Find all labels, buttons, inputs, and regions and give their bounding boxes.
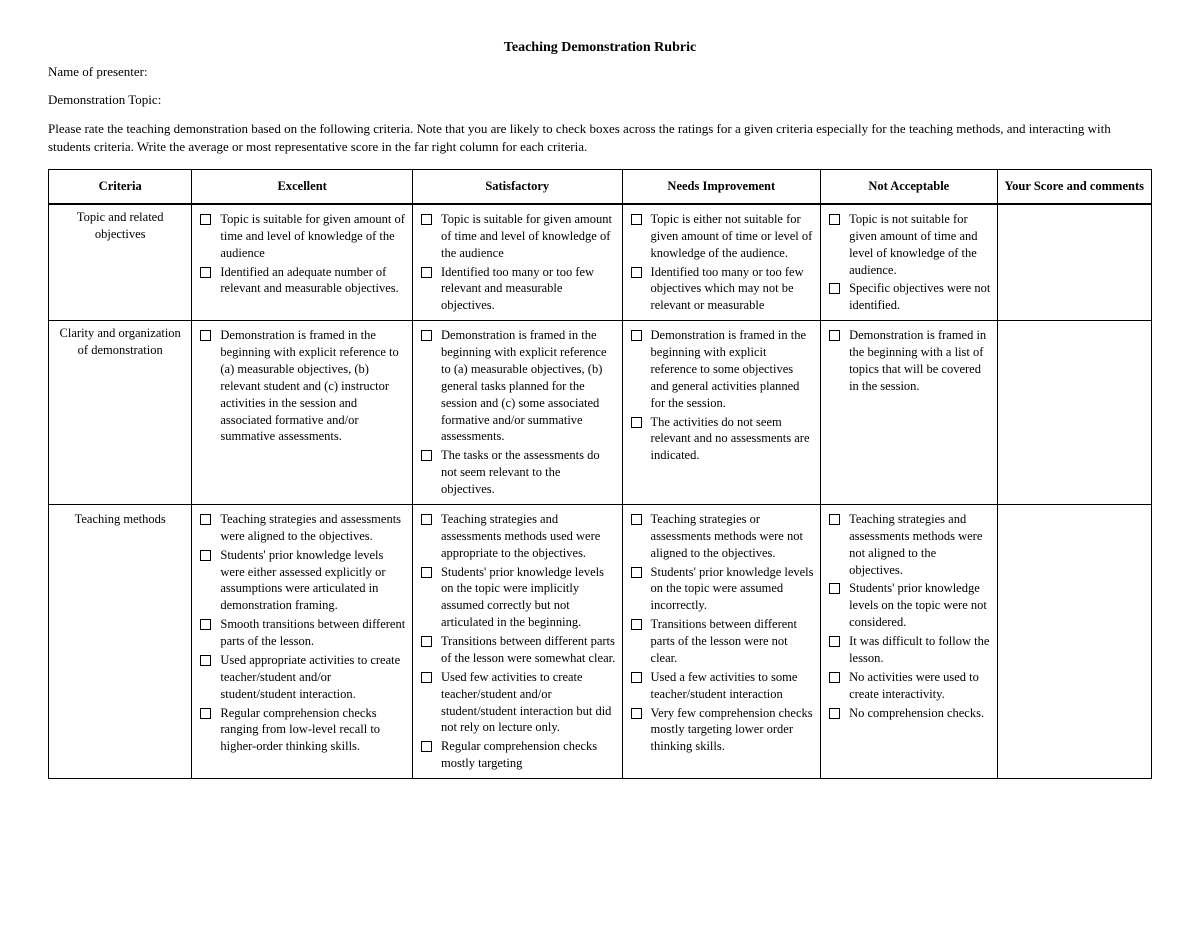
notacc-cell: Demonstration is framed in the beginning… <box>821 321 997 505</box>
checkbox-item[interactable]: Teaching strategies and assessments meth… <box>827 511 990 579</box>
checkbox-item[interactable]: Students' prior knowledge levels were ei… <box>198 547 406 615</box>
col-score: Your Score and comments <box>997 170 1151 204</box>
checkbox-item[interactable]: No comprehension checks. <box>827 705 990 722</box>
satisfactory-cell: Topic is suitable for given amount of ti… <box>412 204 622 321</box>
checkbox-item[interactable]: Regular comprehension checks mostly targ… <box>419 738 616 772</box>
col-criteria: Criteria <box>49 170 192 204</box>
checkbox-item[interactable]: Very few comprehension checks mostly tar… <box>629 705 815 756</box>
needs-cell: Teaching strategies or assessments metho… <box>622 504 821 778</box>
score-cell[interactable] <box>997 204 1151 321</box>
checkbox-item[interactable]: Topic is suitable for given amount of ti… <box>198 211 406 262</box>
checkbox-item[interactable]: Topic is not suitable for given amount o… <box>827 211 990 279</box>
checkbox-item[interactable]: The tasks or the assessments do not seem… <box>419 447 616 498</box>
rubric-table: Criteria Excellent Satisfactory Needs Im… <box>48 169 1152 779</box>
checkbox-item[interactable]: Smooth transitions between different par… <box>198 616 406 650</box>
checkbox-item[interactable]: No activities were used to create intera… <box>827 669 990 703</box>
needs-cell: Topic is either not suitable for given a… <box>622 204 821 321</box>
col-satisfactory: Satisfactory <box>412 170 622 204</box>
col-notacc: Not Acceptable <box>821 170 997 204</box>
checkbox-item[interactable]: It was difficult to follow the lesson. <box>827 633 990 667</box>
checkbox-item[interactable]: Used a few activities to some teacher/st… <box>629 669 815 703</box>
checkbox-item[interactable]: Transitions between different parts of t… <box>419 633 616 667</box>
excellent-cell: Demonstration is framed in the beginning… <box>192 321 413 505</box>
needs-cell: Demonstration is framed in the beginning… <box>622 321 821 505</box>
presenter-field: Name of presenter: <box>48 64 1152 80</box>
table-row: Clarity and organization of demonstratio… <box>49 321 1152 505</box>
excellent-cell: Teaching strategies and assessments were… <box>192 504 413 778</box>
topic-field: Demonstration Topic: <box>48 92 1152 108</box>
checkbox-item[interactable]: Teaching strategies and assessments were… <box>198 511 406 545</box>
checkbox-item[interactable]: Demonstration is framed in the beginning… <box>827 327 990 395</box>
score-cell[interactable] <box>997 504 1151 778</box>
notacc-cell: Teaching strategies and assessments meth… <box>821 504 997 778</box>
checkbox-item[interactable]: Identified too many or too few relevant … <box>419 264 616 315</box>
checkbox-item[interactable]: Students' prior knowledge levels on the … <box>419 564 616 632</box>
checkbox-item[interactable]: Identified too many or too few objective… <box>629 264 815 315</box>
page-title: Teaching Demonstration Rubric <box>48 40 1152 56</box>
notacc-cell: Topic is not suitable for given amount o… <box>821 204 997 321</box>
excellent-cell: Topic is suitable for given amount of ti… <box>192 204 413 321</box>
checkbox-item[interactable]: Topic is suitable for given amount of ti… <box>419 211 616 262</box>
table-header-row: Criteria Excellent Satisfactory Needs Im… <box>49 170 1152 204</box>
criteria-cell: Teaching methods <box>49 504 192 778</box>
checkbox-item[interactable]: Regular comprehension checks ranging fro… <box>198 705 406 756</box>
criteria-cell: Clarity and organization of demonstratio… <box>49 321 192 505</box>
satisfactory-cell: Demonstration is framed in the beginning… <box>412 321 622 505</box>
checkbox-item[interactable]: Students' prior knowledge levels on the … <box>629 564 815 615</box>
col-excellent: Excellent <box>192 170 413 204</box>
checkbox-item[interactable]: Teaching strategies or assessments metho… <box>629 511 815 562</box>
checkbox-item[interactable]: Transitions between different parts of t… <box>629 616 815 667</box>
checkbox-item[interactable]: Students' prior knowledge levels on the … <box>827 580 990 631</box>
criteria-cell: Topic and related objectives <box>49 204 192 321</box>
instructions-text: Please rate the teaching demonstration b… <box>48 120 1152 155</box>
checkbox-item[interactable]: Topic is either not suitable for given a… <box>629 211 815 262</box>
checkbox-item[interactable]: Demonstration is framed in the beginning… <box>629 327 815 411</box>
checkbox-item[interactable]: Specific objectives were not identified. <box>827 280 990 314</box>
table-row: Topic and related objectivesTopic is sui… <box>49 204 1152 321</box>
checkbox-item[interactable]: Teaching strategies and assessments meth… <box>419 511 616 562</box>
table-row: Teaching methodsTeaching strategies and … <box>49 504 1152 778</box>
checkbox-item[interactable]: Demonstration is framed in the beginning… <box>198 327 406 445</box>
checkbox-item[interactable]: Identified an adequate number of relevan… <box>198 264 406 298</box>
checkbox-item[interactable]: Demonstration is framed in the beginning… <box>419 327 616 445</box>
checkbox-item[interactable]: Used few activities to create teacher/st… <box>419 669 616 737</box>
checkbox-item[interactable]: Used appropriate activities to create te… <box>198 652 406 703</box>
col-needs: Needs Improvement <box>622 170 821 204</box>
satisfactory-cell: Teaching strategies and assessments meth… <box>412 504 622 778</box>
score-cell[interactable] <box>997 321 1151 505</box>
checkbox-item[interactable]: The activities do not seem relevant and … <box>629 414 815 465</box>
